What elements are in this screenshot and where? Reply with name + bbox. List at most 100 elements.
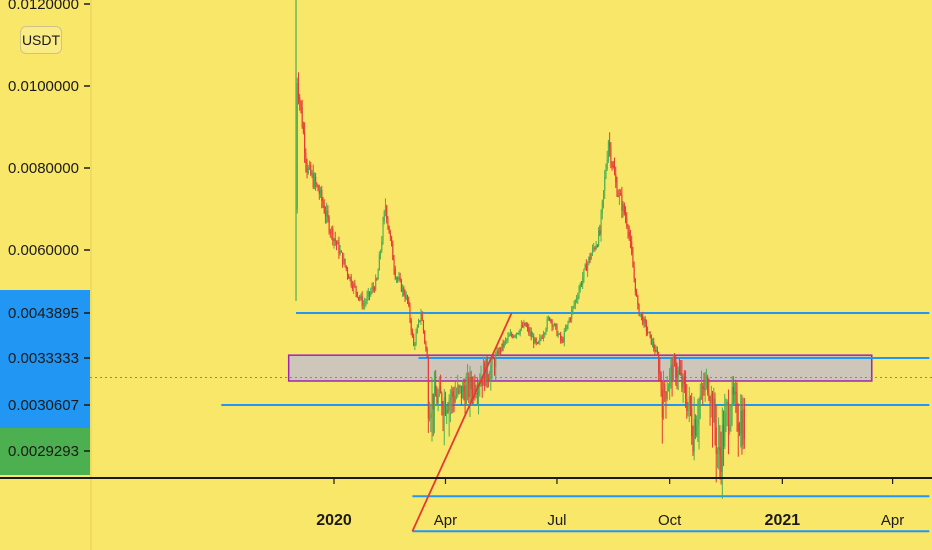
candle-body-229 xyxy=(576,298,578,301)
candle-body-239 xyxy=(588,257,590,264)
candle-body-5 xyxy=(301,107,303,128)
candle-body-68 xyxy=(378,254,380,271)
candle-body-249 xyxy=(600,213,602,234)
candle-body-353 xyxy=(727,402,730,432)
candle-body-366 xyxy=(743,408,745,439)
candle-body-150 xyxy=(479,385,481,387)
candle-body-286 xyxy=(645,322,647,332)
currency-label[interactable]: USDT xyxy=(20,26,62,54)
candle-body-2 xyxy=(297,83,300,98)
candle-body-112 xyxy=(432,393,434,410)
candle-body-218 xyxy=(562,340,564,342)
candle-body-241 xyxy=(590,254,592,260)
candle-body-97 xyxy=(414,343,416,346)
y-tick-label-2: 0.0080000 xyxy=(8,160,79,177)
candle-body-330 xyxy=(699,395,701,401)
candle-body-32 xyxy=(334,238,336,242)
candle-body-365 xyxy=(742,408,744,446)
candle-body-45 xyxy=(350,276,352,286)
candle-body-38 xyxy=(342,252,344,265)
candle-body-316 xyxy=(682,376,684,388)
candle-body-205 xyxy=(546,319,548,330)
candle-body-96 xyxy=(413,335,415,346)
candle-body-130 xyxy=(454,395,456,402)
candle-body-321 xyxy=(688,396,690,403)
candle-body-270 xyxy=(626,218,628,227)
candle-body-273 xyxy=(629,236,632,242)
candle-body-81 xyxy=(394,269,396,279)
candle-body-201 xyxy=(541,337,543,339)
candle-body-152 xyxy=(481,379,483,386)
candle-body-36 xyxy=(339,251,341,255)
candle-body-345 xyxy=(718,447,720,451)
candle-body-149 xyxy=(478,386,480,395)
candle-body-154 xyxy=(484,363,486,387)
candle-body-283 xyxy=(642,315,644,325)
candle-body-350 xyxy=(724,411,726,447)
candle-body-280 xyxy=(638,304,640,316)
candle-body-180 xyxy=(516,333,518,336)
candle-body-161 xyxy=(492,356,494,360)
candle-body-265 xyxy=(620,193,622,196)
candle-body-307 xyxy=(671,365,673,382)
candle-body-138 xyxy=(464,391,466,405)
candle-body-34 xyxy=(337,241,339,245)
candle-body-35 xyxy=(338,241,340,255)
candle-body-324 xyxy=(692,436,694,452)
candle-body-263 xyxy=(617,195,619,197)
candle-body-122 xyxy=(444,397,447,414)
candle-body-306 xyxy=(670,365,672,373)
candle-body-22 xyxy=(322,200,324,206)
candle-body-69 xyxy=(380,250,382,255)
candle-body-204 xyxy=(545,329,547,333)
candle-body-216 xyxy=(560,333,562,340)
candle-body-236 xyxy=(584,264,586,269)
candle-body-343 xyxy=(715,427,717,454)
candle-body-173 xyxy=(507,336,509,340)
candle-body-39 xyxy=(343,258,345,265)
candle-body-254 xyxy=(606,159,608,169)
candle-body-351 xyxy=(725,404,727,412)
candle-body-289 xyxy=(649,332,651,335)
candle-body-209 xyxy=(551,320,553,327)
candle-body-56 xyxy=(364,303,366,305)
x-tick-label-1: Apr xyxy=(434,512,457,529)
candle-body-107 xyxy=(426,348,428,358)
candle-body-329 xyxy=(698,400,700,420)
candle-body-305 xyxy=(669,372,671,387)
candle-body-192 xyxy=(530,331,532,337)
candle-body-194 xyxy=(533,336,535,344)
drawings-layer xyxy=(411,312,513,532)
candle-body-84 xyxy=(398,277,400,280)
candle-body-344 xyxy=(716,450,719,454)
candle-body-158 xyxy=(489,379,491,381)
candle-body-116 xyxy=(437,394,439,404)
candle-body-91 xyxy=(407,295,409,301)
candle-body-333 xyxy=(703,388,705,391)
candle-body-292 xyxy=(653,341,655,349)
price-badge-label-1: 0.0033333 xyxy=(8,350,79,367)
candle-body-95 xyxy=(411,331,413,336)
price-badge-label-2: 0.0030607 xyxy=(8,397,79,414)
candle-body-303 xyxy=(666,391,668,399)
candle-body-312 xyxy=(677,370,679,378)
candle-body-285 xyxy=(644,318,646,323)
candle-body-293 xyxy=(654,348,656,352)
candle-body-257 xyxy=(610,146,612,163)
candle-body-28 xyxy=(329,231,331,233)
candle-body-210 xyxy=(552,325,554,327)
candle-body-142 xyxy=(469,377,471,397)
candle-body-8 xyxy=(305,152,307,163)
candle-body-119 xyxy=(441,393,443,406)
candle-body-287 xyxy=(647,331,649,333)
candle-body-77 xyxy=(389,233,391,237)
candle-body-220 xyxy=(565,329,567,332)
candle-body-326 xyxy=(694,419,696,436)
candle-body-16 xyxy=(315,176,317,184)
candle-body-1 xyxy=(296,83,298,210)
candle-body-9 xyxy=(306,162,308,174)
candle-body-73 xyxy=(384,206,387,212)
candle-body-113 xyxy=(433,385,436,410)
candle-body-342 xyxy=(714,398,716,428)
